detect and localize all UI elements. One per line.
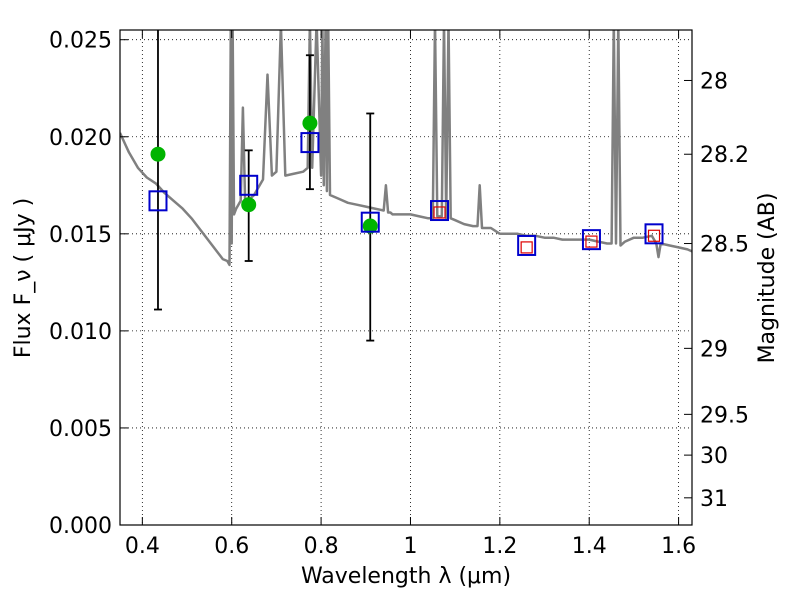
right-tick-label: 29.5 [700,403,749,428]
observed-point [241,197,257,213]
y-tick-label: 0.020 [49,126,112,151]
plot-frame [119,29,693,526]
x-tick-label: 0.4 [125,534,160,559]
right-tick-label: 28 [700,69,728,94]
model-point [300,132,320,154]
model-point [644,223,664,245]
x-tick-label: 0.8 [304,534,339,559]
model-point [581,229,601,251]
right-tick-label: 29 [700,337,728,362]
model-point [517,234,537,256]
axis-ticks: 0.4 0.6 0.8 1 1.2 1.4 1.6 0.000 0.005 0.010 0.015 0… [49,29,749,559]
x-tick-label: 1.6 [661,534,696,559]
error-bars [153,30,375,342]
x-tick-label: 1 [403,534,417,559]
nir-point [520,241,533,254]
y-tick-label: 0.000 [49,514,112,539]
model-point [430,200,450,222]
x-tick-label: 1.4 [572,534,607,559]
nir-point [433,206,446,219]
nir-point [647,229,661,242]
x-tick-label: 0.6 [214,534,249,559]
nir-point [585,235,598,248]
y-axis-label: Flux F_ν ( μJy ) [11,198,36,358]
y-tick-label: 0.015 [49,223,112,248]
model-point [239,174,259,196]
observed-point [302,115,318,131]
y-tick-label: 0.010 [49,320,112,345]
plot-data [120,30,692,267]
right-tick-label: 31 [700,487,728,512]
x-tick-label: 1.2 [482,534,517,559]
spectrum-line [120,30,692,267]
grid [120,30,692,526]
y-axis-right-label: Magnitude (AB) [755,193,780,364]
right-tick-label: 28.5 [700,233,749,258]
model-point [148,190,168,212]
right-tick-label: 30 [700,444,728,469]
x-axis-label: Wavelength λ (μm) [301,564,511,589]
right-tick-label: 28.2 [700,143,749,168]
y-tick-label: 0.005 [49,417,112,442]
markers [148,115,664,256]
observed-point [362,218,378,234]
model-point [360,211,380,233]
y-tick-label: 0.025 [49,29,112,54]
observed-point [150,146,166,162]
